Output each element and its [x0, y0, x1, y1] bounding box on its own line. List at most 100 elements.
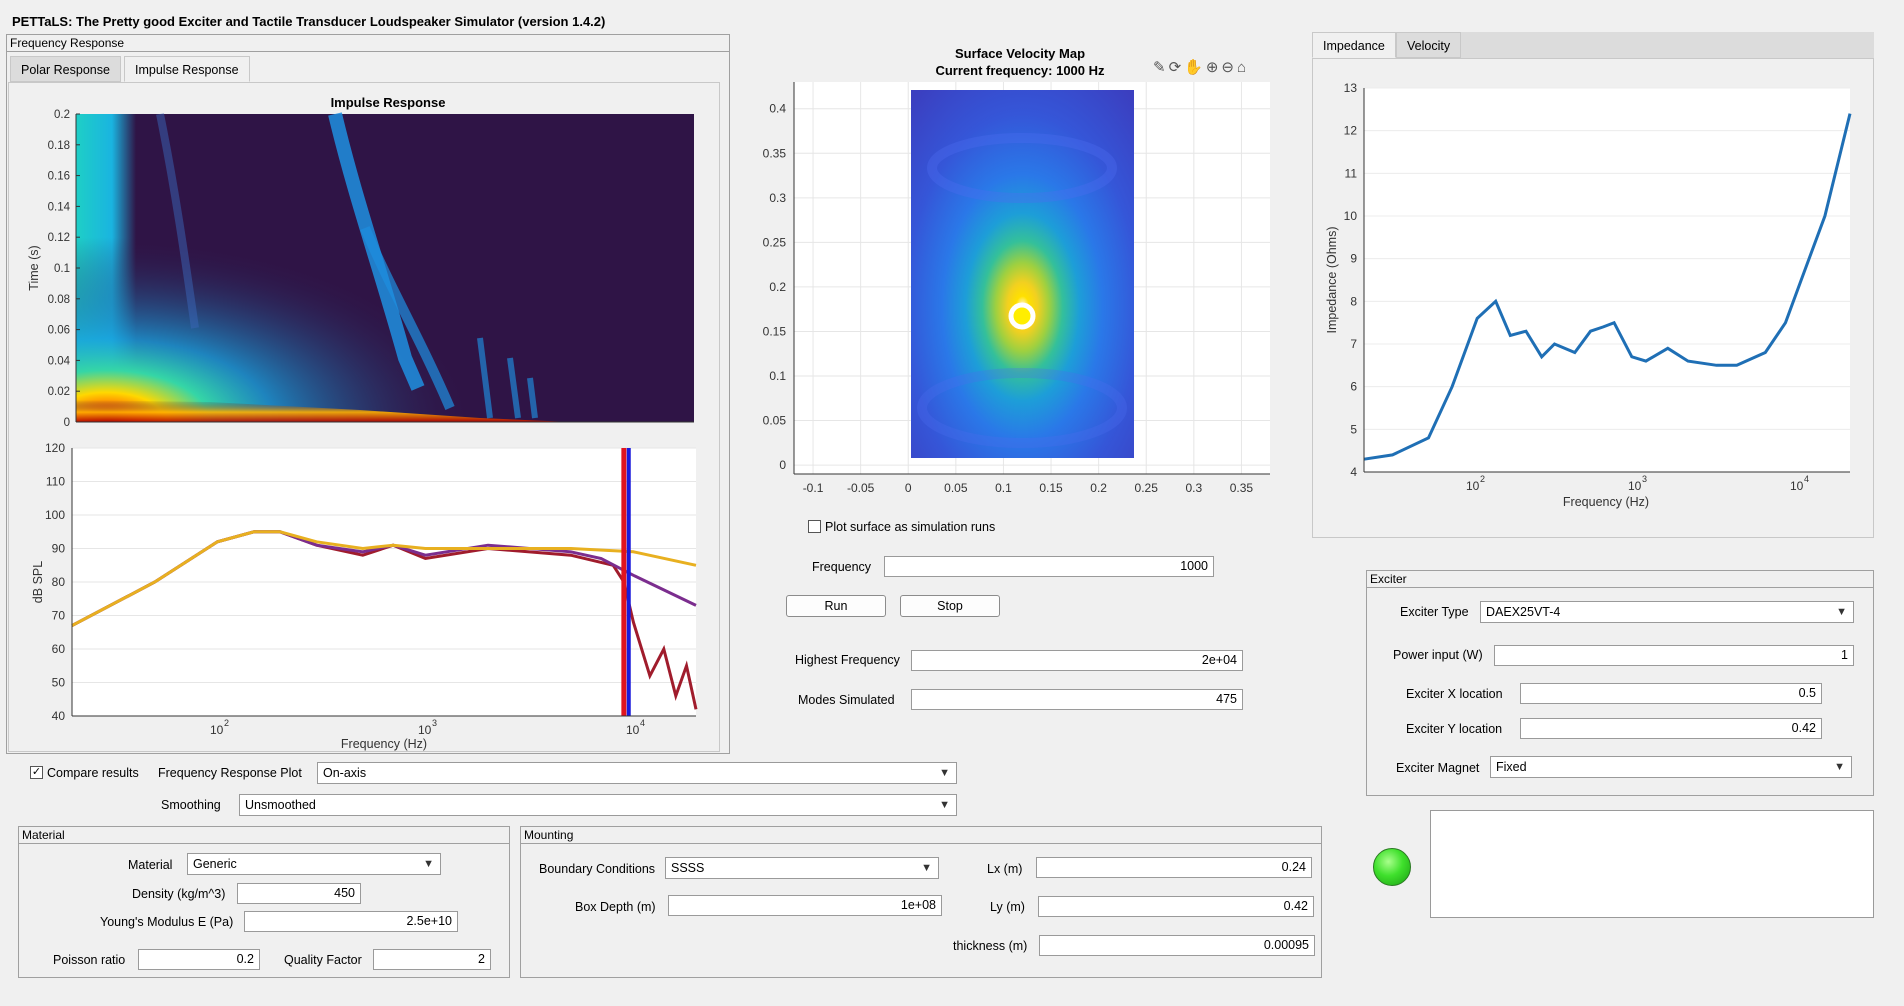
xtick-exponent: 3 — [432, 718, 437, 728]
ytick-label: 4 — [1350, 465, 1357, 479]
tab-velocity[interactable]: Velocity — [1396, 32, 1462, 58]
ytick-label: 0.06 — [48, 325, 70, 337]
chevron-down-icon: ▼ — [939, 799, 950, 811]
velocity-xticks: -0.1 -0.05 0 0.05 0.1 0.15 0.2 0.25 0.3 0.35 — [803, 481, 1254, 495]
impedance-series — [1363, 113, 1852, 461]
xtick-label: 10 — [626, 723, 640, 737]
dropdown-value: Fixed — [1496, 760, 1527, 774]
material-panel: Material — [18, 826, 510, 978]
xtick-exponent: 4 — [1804, 474, 1809, 484]
ytick-label: 7 — [1350, 337, 1357, 351]
ly-label: Ly (m) — [990, 900, 1025, 914]
dropdown-value: Unsmoothed — [245, 798, 316, 812]
ytick-label: 0.16 — [48, 171, 70, 183]
exciter-x-field[interactable]: 0.5 — [1520, 683, 1822, 704]
chevron-down-icon: ▼ — [1836, 606, 1847, 618]
smoothing-label: Smoothing — [161, 798, 221, 812]
density-field[interactable]: 450 — [237, 883, 361, 904]
frequency-response-plot-dropdown[interactable]: On-axis ▼ — [317, 762, 957, 784]
power-input-field[interactable]: 1 — [1494, 645, 1854, 666]
modes-simulated-field[interactable]: 475 — [911, 689, 1243, 710]
impulse-yticks: 0 0.02 0.04 0.06 0.08 0.1 0.12 0.14 0.16 0.18 0.2 — [48, 109, 80, 428]
message-box[interactable] — [1430, 810, 1874, 918]
power-input-label: Power input (W) — [1393, 648, 1483, 662]
zoom-in-icon[interactable]: ⊕ — [1205, 59, 1222, 76]
ytick-label: 0.04 — [48, 355, 71, 367]
thickness-field[interactable]: 0.00095 — [1039, 935, 1315, 956]
stop-button[interactable]: Stop — [900, 595, 1000, 617]
chevron-down-icon: ▼ — [423, 858, 434, 870]
ytick-label: 90 — [52, 542, 66, 556]
exciter-magnet-dropdown[interactable]: Fixed ▼ — [1490, 756, 1852, 778]
ytick-label: 0.1 — [769, 369, 786, 383]
brush-icon[interactable]: ✎ — [1153, 59, 1169, 76]
ytick-label: 100 — [45, 508, 65, 522]
exciter-x-label: Exciter X location — [1406, 687, 1503, 701]
impulse-ylabel: Time (s) — [27, 245, 41, 290]
ytick-label: 10 — [1344, 209, 1358, 223]
status-lamp — [1373, 848, 1411, 886]
spl-series — [71, 448, 698, 716]
plot-surface-label: Plot surface as simulation runs — [825, 520, 996, 534]
box-depth-field[interactable]: 1e+08 — [668, 895, 942, 916]
dropdown-value: DAEX25VT-4 — [1486, 605, 1561, 619]
spl-yticks: 40 50 60 70 80 90 100 110 120 — [45, 441, 65, 723]
run-button[interactable]: Run — [786, 595, 886, 617]
exciter-y-field[interactable]: 0.42 — [1520, 718, 1822, 739]
ytick-label: 9 — [1350, 252, 1357, 266]
ytick-label: 0.18 — [48, 140, 70, 152]
quality-factor-field[interactable]: 2 — [373, 949, 491, 970]
panel-title: Exciter — [1367, 571, 1873, 588]
compare-results-checkbox[interactable]: ✓ — [30, 766, 43, 779]
material-dropdown[interactable]: Generic ▼ — [187, 853, 441, 875]
exciter-type-label: Exciter Type — [1400, 605, 1469, 619]
youngs-modulus-field[interactable]: 2.5e+10 — [244, 911, 458, 932]
panel-title: Material — [19, 827, 509, 844]
lx-field[interactable]: 0.24 — [1036, 857, 1312, 878]
xtick-label: 0.3 — [1185, 481, 1202, 495]
xtick-exponent: 2 — [1480, 474, 1485, 484]
exciter-type-dropdown[interactable]: DAEX25VT-4 ▼ — [1480, 601, 1854, 623]
ytick-label: 0 — [779, 458, 786, 472]
ytick-label: 0.1 — [54, 263, 70, 275]
tab-impedance[interactable]: Impedance — [1312, 32, 1396, 58]
ytick-label: 120 — [45, 441, 65, 455]
ytick-label: 12 — [1344, 124, 1358, 138]
box-depth-label: Box Depth (m) — [575, 900, 656, 914]
tab-polar-response[interactable]: Polar Response — [10, 56, 121, 82]
pan-icon[interactable]: ✋ — [1184, 59, 1206, 76]
velocity-yticks: 0 0.05 0.1 0.15 0.2 0.25 0.3 0.35 0.4 — [763, 102, 787, 472]
ytick-label: 8 — [1350, 294, 1357, 308]
frequency-field[interactable]: 1000 — [884, 556, 1214, 577]
panel-title: Mounting — [521, 827, 1321, 844]
poisson-ratio-field[interactable]: 0.2 — [138, 949, 260, 970]
ytick-label: 0.05 — [763, 414, 787, 428]
xtick-label: 0.2 — [1090, 481, 1107, 495]
freq-tabbar: Polar Response Impulse Response — [8, 56, 720, 82]
ytick-label: 0.2 — [54, 109, 70, 121]
frequency-response-plot-label: Frequency Response Plot — [158, 766, 302, 780]
zoom-out-icon[interactable]: ⊖ — [1221, 59, 1237, 76]
impedance-ylabel: Impedance (Ohms) — [1325, 227, 1339, 334]
compare-results-label: Compare results — [47, 766, 139, 780]
rotate-icon[interactable]: ⟳ — [1168, 59, 1185, 76]
smoothing-dropdown[interactable]: Unsmoothed ▼ — [239, 794, 957, 816]
ytick-label: 40 — [52, 709, 66, 723]
ytick-label: 0.25 — [763, 235, 787, 249]
ytick-label: 0.08 — [48, 294, 70, 306]
ytick-label: 0.2 — [769, 280, 786, 294]
tab-impulse-response[interactable]: Impulse Response — [124, 56, 250, 82]
spl-series-line — [71, 530, 697, 627]
impulse-response-plot: Impulse Response 0 0.02 0.04 0.06 0.08 0.1 0.1… — [27, 95, 694, 428]
plot-surface-checkbox[interactable] — [808, 520, 821, 533]
dropdown-value: SSSS — [671, 861, 705, 875]
spl-ylabel: dB SPL — [31, 561, 45, 603]
chevron-down-icon: ▼ — [939, 767, 950, 779]
highest-frequency-field[interactable]: 2e+04 — [911, 650, 1243, 671]
ytick-label: 0.3 — [769, 191, 786, 205]
home-icon[interactable]: ⌂ — [1237, 59, 1250, 76]
ly-field[interactable]: 0.42 — [1038, 896, 1314, 917]
boundary-conditions-dropdown[interactable]: SSSS ▼ — [665, 857, 939, 879]
frequency-response-panel: Frequency Response — [6, 34, 730, 754]
dropdown-value: On-axis — [323, 766, 367, 780]
